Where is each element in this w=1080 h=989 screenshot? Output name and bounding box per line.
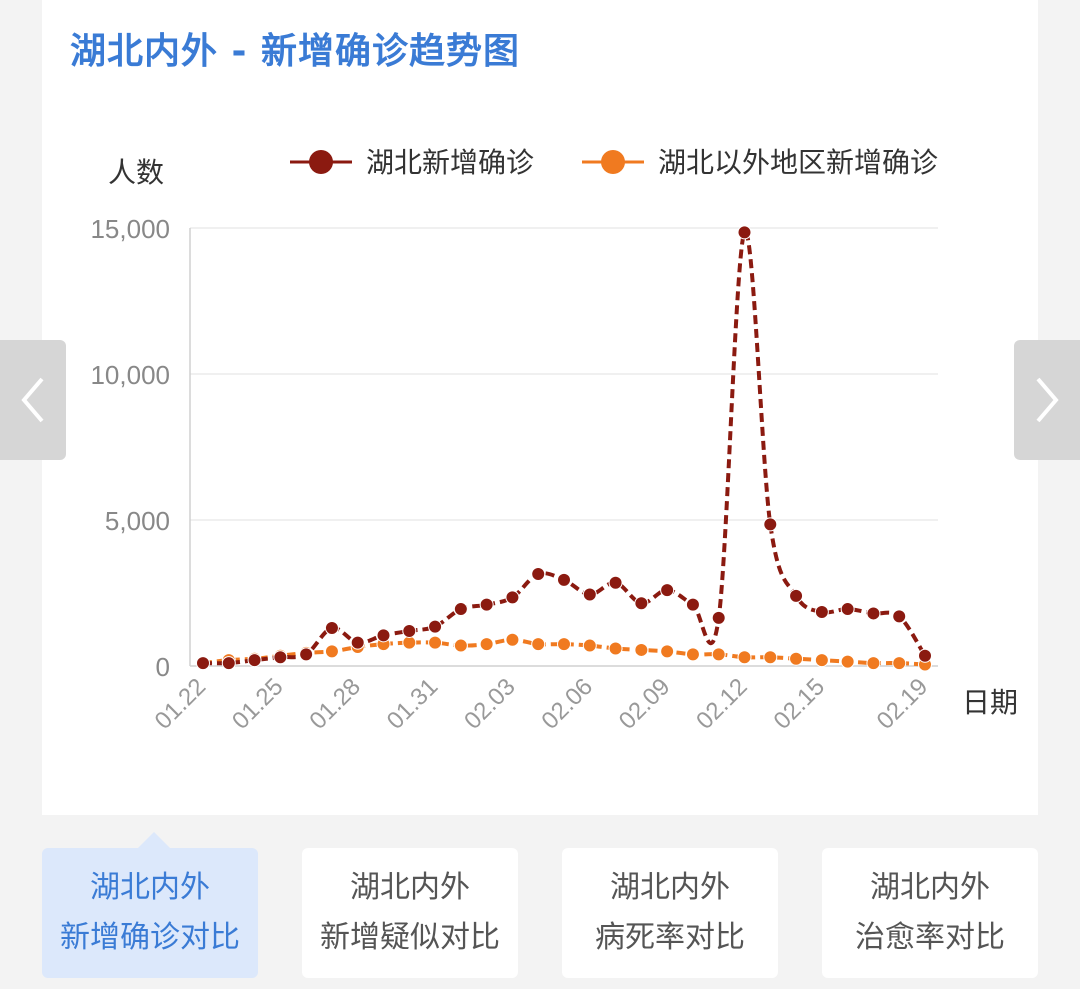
x-tick-label: 02.06 bbox=[536, 673, 598, 735]
data-point bbox=[608, 641, 623, 656]
series-group bbox=[196, 225, 932, 672]
data-point bbox=[789, 651, 804, 666]
chart-card bbox=[42, 0, 1038, 815]
y-tick-label: 15,000 bbox=[90, 214, 170, 244]
prev-chart-button[interactable] bbox=[0, 340, 66, 460]
tab-new-confirmed[interactable]: 湖北内外 新增确诊对比 bbox=[42, 848, 258, 978]
legend-label: 湖北新增确诊 bbox=[366, 146, 534, 179]
data-point bbox=[685, 597, 700, 612]
series-line-1 bbox=[202, 637, 926, 667]
x-tick-label: 02.12 bbox=[691, 673, 753, 735]
x-tick-label: 02.03 bbox=[459, 673, 521, 735]
x-axis-label: 日期 bbox=[962, 686, 1018, 719]
tab-label-line2: 病死率对比 bbox=[595, 920, 745, 955]
data-point bbox=[737, 650, 752, 665]
data-point bbox=[428, 619, 443, 634]
data-point bbox=[918, 648, 932, 663]
legend-label: 湖北以外地区新增确诊 bbox=[658, 146, 938, 179]
data-point bbox=[840, 602, 855, 617]
data-point bbox=[376, 628, 391, 643]
data-point bbox=[557, 572, 571, 587]
legend: 湖北新增确诊 湖北以外地区新增确诊 bbox=[290, 146, 938, 179]
data-point bbox=[453, 638, 468, 653]
tab-label-line1: 湖北内外 bbox=[90, 870, 210, 905]
tab-label-line1: 湖北内外 bbox=[610, 870, 730, 905]
x-tick-label: 01.22 bbox=[150, 673, 212, 735]
data-point bbox=[324, 644, 339, 659]
x-tick-label: 01.25 bbox=[227, 673, 289, 735]
data-point bbox=[402, 623, 417, 638]
data-point bbox=[892, 656, 907, 671]
x-tick-label: 02.19 bbox=[872, 673, 934, 735]
data-point bbox=[428, 635, 443, 650]
tab-label-line1: 湖北内外 bbox=[350, 870, 470, 905]
y-tick-label: 10,000 bbox=[90, 360, 170, 390]
chevron-left-icon bbox=[21, 377, 44, 423]
data-point bbox=[453, 602, 468, 617]
data-point bbox=[505, 590, 520, 605]
next-chart-button[interactable] bbox=[1014, 340, 1080, 460]
data-point bbox=[763, 517, 778, 532]
data-point bbox=[350, 635, 365, 650]
data-point bbox=[814, 653, 829, 668]
data-point bbox=[634, 642, 649, 657]
data-point bbox=[840, 654, 855, 669]
data-point bbox=[299, 647, 314, 662]
tab-recovery-rate[interactable]: 湖北内外 治愈率对比 bbox=[822, 848, 1038, 978]
data-point bbox=[711, 610, 726, 625]
tab-new-suspected[interactable]: 湖北内外 新增疑似对比 bbox=[302, 848, 518, 978]
tab-label-line2: 治愈率对比 bbox=[855, 920, 1005, 955]
data-point bbox=[247, 653, 262, 668]
data-point bbox=[531, 637, 546, 652]
tab-label-line2: 新增确诊对比 bbox=[60, 920, 240, 955]
x-tick-label: 01.31 bbox=[382, 673, 444, 735]
data-point bbox=[737, 225, 752, 240]
data-point bbox=[196, 656, 210, 671]
data-point bbox=[660, 644, 675, 659]
grid bbox=[189, 227, 938, 667]
data-point bbox=[582, 638, 597, 653]
x-tick-label: 01.28 bbox=[304, 673, 366, 735]
page-title: 湖北内外 - 新增确诊趋势图 bbox=[70, 31, 521, 72]
data-point bbox=[634, 596, 649, 611]
data-point bbox=[789, 588, 804, 603]
data-point bbox=[479, 597, 494, 612]
y-axis-label: 人数 bbox=[108, 156, 164, 189]
chevron-right-icon bbox=[1036, 377, 1059, 423]
data-point bbox=[608, 575, 623, 590]
x-axis: 01.22 01.25 01.28 01.31 02.03 02.06 02.09 02.12… bbox=[150, 673, 934, 735]
data-point bbox=[479, 637, 494, 652]
y-tick-label: 0 bbox=[156, 652, 170, 682]
data-point bbox=[324, 621, 339, 636]
active-tab-pointer bbox=[138, 832, 170, 848]
x-tick-label: 02.15 bbox=[769, 673, 831, 735]
legend-marker bbox=[309, 150, 333, 174]
data-point bbox=[582, 587, 597, 602]
legend-marker bbox=[601, 150, 625, 174]
tab-label-line1: 湖北内外 bbox=[870, 870, 990, 905]
data-point bbox=[685, 647, 700, 662]
data-point bbox=[711, 647, 726, 662]
data-point bbox=[221, 656, 236, 671]
tab-label-line2: 新增疑似对比 bbox=[320, 920, 500, 955]
y-tick-label: 5,000 bbox=[105, 506, 170, 536]
data-point bbox=[531, 567, 546, 582]
data-point bbox=[557, 637, 571, 652]
x-tick-label: 02.09 bbox=[614, 673, 676, 735]
data-point bbox=[660, 583, 675, 598]
data-point bbox=[866, 606, 881, 621]
y-axis: 0 5,000 10,000 15,000 bbox=[90, 214, 170, 682]
data-point bbox=[273, 650, 288, 665]
data-point bbox=[892, 609, 907, 624]
data-point bbox=[505, 632, 520, 647]
data-point bbox=[763, 650, 778, 665]
data-point bbox=[814, 604, 829, 619]
data-point bbox=[402, 635, 417, 650]
data-point bbox=[866, 656, 881, 671]
tab-fatality-rate[interactable]: 湖北内外 病死率对比 bbox=[562, 848, 778, 978]
series-line-0 bbox=[202, 230, 927, 666]
